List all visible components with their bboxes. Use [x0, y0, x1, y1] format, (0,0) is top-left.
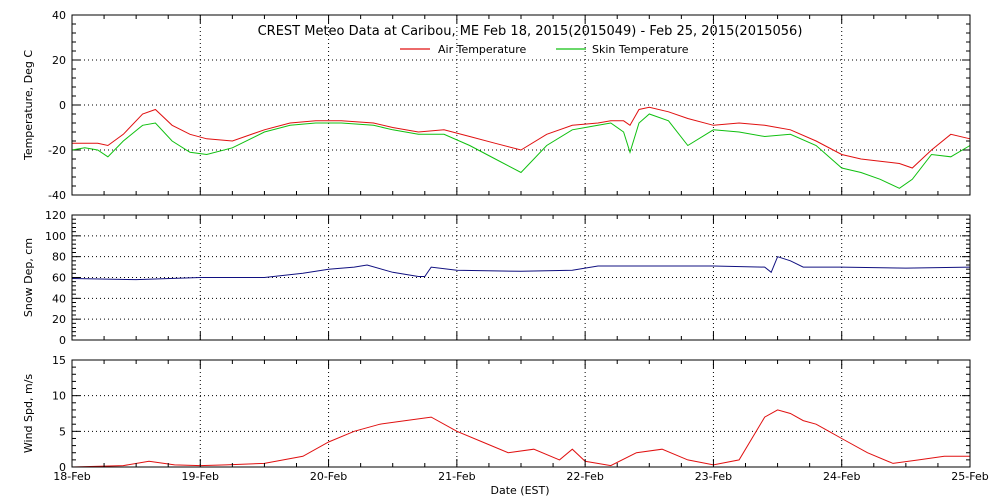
wind-speed-panel: 0 5 10 15 Wind Spd, m/s [22, 354, 971, 474]
y-tick-label: 40 [52, 292, 66, 305]
y-axis-label: Snow Dep, cm [22, 238, 35, 317]
snow-depth-panel: 0 20 40 60 80 100 120 Snow Dep, cm [22, 209, 971, 347]
x-tick-label: 21-Feb [438, 470, 475, 483]
y-tick-label: 5 [59, 425, 66, 438]
chart-title: CREST Meteo Data at Caribou, ME Feb 18, … [258, 24, 803, 39]
temperature-panel: -40 -20 0 20 40 Temperature, Deg C [22, 9, 971, 202]
x-axis: 18-Feb 19-Feb 20-Feb 21-Feb 22-Feb 23-Feb 24-F… [53, 470, 988, 483]
x-tick-label: 18-Feb [53, 470, 90, 483]
y-tick-label: 10 [52, 390, 66, 403]
x-tick-label: 24-Feb [823, 470, 860, 483]
y-axis-label: Temperature, Deg C [22, 50, 35, 161]
y-axis-label: Wind Spd, m/s [22, 374, 35, 454]
series-line-2-0 [71, 409, 970, 468]
legend: Air Temperature Skin Temperature [400, 43, 689, 56]
x-tick-label: 23-Feb [695, 470, 732, 483]
y-tick-label: 40 [52, 9, 66, 22]
x-axis-label: Date (EST) [490, 484, 549, 497]
y-tick-label: -20 [48, 144, 66, 157]
y-tick-label: 60 [52, 272, 66, 285]
x-tick-label: 20-Feb [310, 470, 347, 483]
y-tick-label: 0 [59, 334, 66, 347]
x-tick-label: 22-Feb [566, 470, 603, 483]
y-tick-label: 120 [45, 209, 66, 222]
x-tick-label: 25-Feb [951, 470, 988, 483]
y-tick-label: -40 [48, 189, 66, 202]
y-tick-label: 20 [52, 313, 66, 326]
y-tick-label: 80 [52, 251, 66, 264]
x-tick-label: 19-Feb [182, 470, 219, 483]
series-line-0-0 [72, 106, 971, 169]
legend-air-label: Air Temperature [438, 43, 527, 56]
series-line-0-1 [71, 113, 971, 189]
y-tick-label: 20 [52, 54, 66, 67]
y-tick-label: 15 [52, 354, 66, 367]
series-line-1-0 [71, 256, 971, 281]
y-tick-label: 0 [59, 99, 66, 112]
y-tick-label: 100 [45, 230, 66, 243]
legend-skin-label: Skin Temperature [592, 43, 689, 56]
y-tick-label: 0 [59, 461, 66, 474]
